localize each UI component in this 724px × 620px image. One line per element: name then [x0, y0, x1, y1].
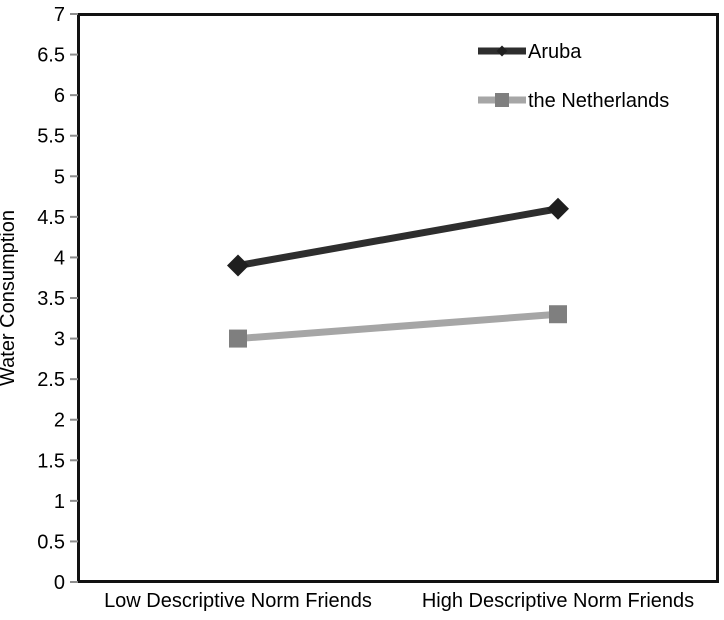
data-point-square-marker [229, 329, 247, 348]
data-line-the-netherlands [237, 310, 559, 343]
y-axis-tick-label: 5 [54, 166, 65, 188]
y-axis-tick-label: 1.5 [37, 450, 65, 472]
y-axis: 0 0.5 1 1.5 2 2.5 3 3.5 4 4.5 5 5.5 6 6.5 7 [37, 4, 78, 594]
data-point-diamond-marker [227, 254, 249, 277]
y-axis-tick-label: 7 [54, 4, 65, 26]
x-axis-category-label: Low Descriptive Norm Friends [104, 590, 372, 612]
y-axis-tick-label: 6.5 [37, 45, 65, 67]
legend-item-netherlands: the Netherlands [478, 90, 669, 112]
y-axis-tick-label: 0.5 [37, 531, 65, 553]
y-axis-tick-label: 3.5 [37, 288, 65, 310]
y-axis-tick-label: 2.5 [37, 369, 65, 391]
plot-area-border [77, 13, 719, 583]
legend-label: the Netherlands [528, 90, 669, 112]
y-axis-tick-label: 6 [54, 85, 65, 107]
legend-square-marker-icon [495, 93, 509, 107]
legend: Aruba the Netherlands [478, 41, 669, 112]
legend-label: Aruba [528, 41, 582, 63]
x-axis: Low Descriptive Norm Friends High Descri… [104, 590, 694, 612]
data-point-diamond-marker [547, 197, 569, 220]
y-axis-title: Water Consumption [0, 210, 19, 386]
legend-item-aruba: Aruba [478, 41, 582, 63]
y-axis-tick-label: 2 [54, 410, 65, 432]
legend-diamond-marker-icon [496, 45, 508, 57]
data-point-square-marker [549, 305, 567, 324]
x-axis-category-label: High Descriptive Norm Friends [422, 590, 694, 612]
y-axis-tick-label: 4 [54, 247, 65, 269]
y-axis-tick-label: 4.5 [37, 207, 65, 229]
y-axis-tick-label: 5.5 [37, 126, 65, 148]
y-axis-tick-label: 0 [54, 572, 65, 594]
data-series-group [227, 197, 569, 348]
y-axis-tick-label: 1 [54, 491, 65, 513]
data-line-aruba [237, 205, 559, 269]
y-axis-tick-label: 3 [54, 329, 65, 351]
